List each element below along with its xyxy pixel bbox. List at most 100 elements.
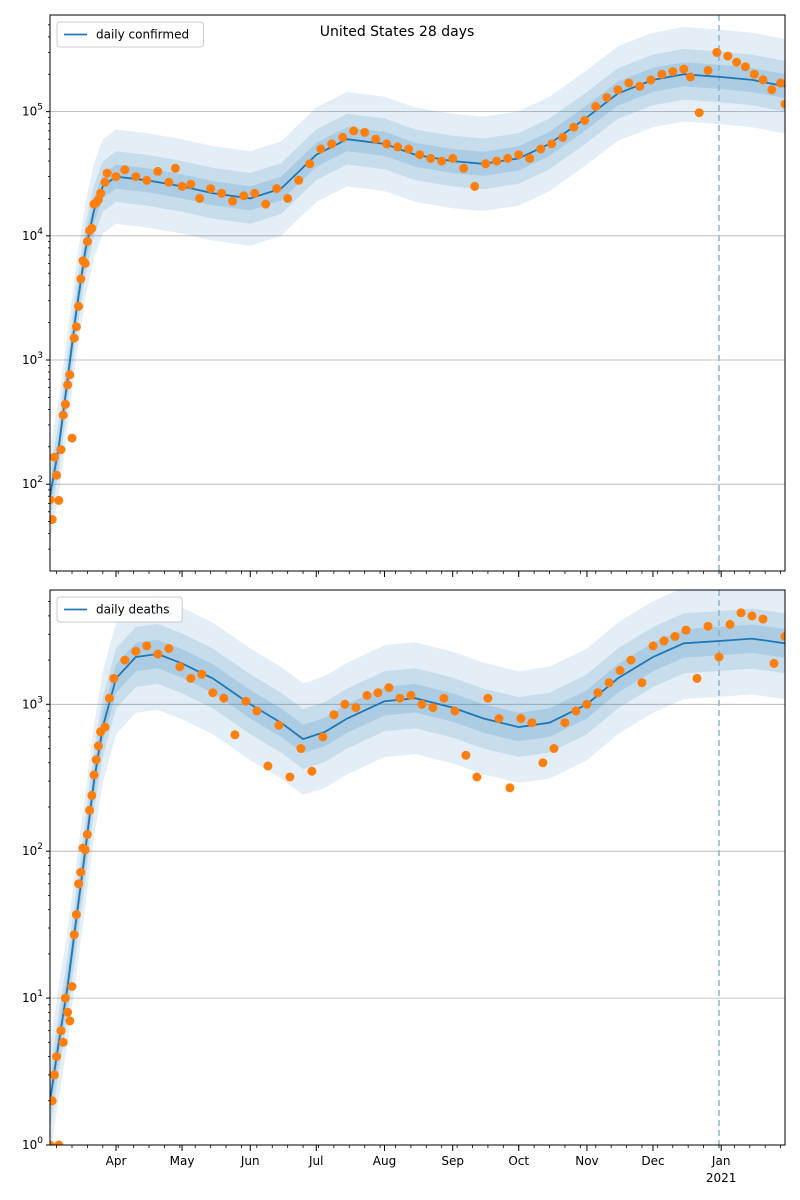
data-point xyxy=(87,790,97,800)
legend-box xyxy=(56,596,183,623)
data-point xyxy=(382,139,392,149)
data-point xyxy=(63,380,73,390)
data-point xyxy=(692,673,702,683)
data-point xyxy=(80,845,90,855)
data-point xyxy=(239,191,249,201)
data-point xyxy=(373,688,383,698)
data-point xyxy=(327,139,337,149)
data-point xyxy=(395,693,405,703)
data-point xyxy=(459,163,469,173)
legend-label: daily deaths xyxy=(96,603,169,617)
data-point xyxy=(659,636,669,646)
y-tick-label: 103 xyxy=(22,695,43,711)
data-point xyxy=(415,150,425,160)
data-point xyxy=(338,132,348,142)
y-tick-label: 102 xyxy=(22,842,43,858)
data-point xyxy=(50,1096,57,1106)
data-point xyxy=(351,703,361,713)
data-point xyxy=(109,673,119,683)
data-point xyxy=(648,641,658,651)
confidence-band-inner xyxy=(50,624,785,1115)
x-tick-label: Dec xyxy=(641,1154,664,1168)
data-point xyxy=(740,62,750,72)
data-point xyxy=(250,188,260,198)
data-point xyxy=(505,783,515,793)
data-point xyxy=(261,199,271,209)
data-point xyxy=(494,714,504,723)
x-tick-label: Jan xyxy=(711,1154,731,1168)
data-point xyxy=(316,144,326,154)
data-point xyxy=(685,72,695,82)
data-point xyxy=(186,673,196,683)
data-point xyxy=(197,669,207,679)
y-tick-label: 101 xyxy=(22,989,43,1005)
data-point xyxy=(461,750,471,760)
data-point xyxy=(694,108,704,118)
data-point xyxy=(102,168,112,178)
data-point xyxy=(175,662,185,672)
data-point xyxy=(470,181,480,191)
data-point xyxy=(60,399,70,409)
data-point xyxy=(153,649,163,659)
data-point xyxy=(428,703,438,713)
data-point xyxy=(437,156,447,166)
data-point xyxy=(131,172,141,182)
data-point xyxy=(50,1140,55,1145)
data-point xyxy=(58,410,68,420)
data-point xyxy=(54,1140,64,1145)
data-point xyxy=(749,69,759,79)
data-point xyxy=(569,122,579,132)
data-point xyxy=(283,193,293,203)
data-point xyxy=(360,127,370,137)
data-point xyxy=(547,139,557,149)
data-point xyxy=(712,47,722,57)
data-point xyxy=(111,172,121,182)
data-point xyxy=(448,153,458,163)
x-tick-label: Sep xyxy=(441,1154,464,1168)
data-point xyxy=(624,78,634,88)
data-point xyxy=(615,666,625,675)
confidence-band-middle xyxy=(50,48,785,522)
data-point xyxy=(294,175,304,185)
data-point xyxy=(503,153,513,163)
data-point xyxy=(50,515,57,524)
data-point xyxy=(536,144,546,154)
legend-box xyxy=(56,21,204,48)
data-point xyxy=(285,772,295,782)
data-point xyxy=(89,770,99,780)
x-tick-sublabel: 2021 xyxy=(706,1171,737,1185)
y-tick-label: 103 xyxy=(22,351,43,367)
data-point xyxy=(307,766,317,776)
data-point xyxy=(65,370,75,380)
data-point xyxy=(329,710,339,720)
data-point xyxy=(82,830,92,839)
x-tick-label: May xyxy=(170,1154,195,1168)
top-panel-confirmed: 102 103 104 105 daily confirmed xyxy=(22,14,786,577)
data-point xyxy=(67,433,77,443)
data-point xyxy=(142,641,152,651)
data-point xyxy=(305,159,315,169)
data-point xyxy=(217,188,227,198)
data-point xyxy=(340,699,350,709)
data-point xyxy=(241,696,251,706)
data-point xyxy=(714,652,724,662)
data-point xyxy=(208,688,218,698)
data-point xyxy=(80,258,90,268)
data-point xyxy=(613,85,623,95)
data-point xyxy=(657,69,667,79)
data-point xyxy=(96,188,106,198)
data-point xyxy=(272,184,282,194)
data-point xyxy=(483,693,493,703)
data-point xyxy=(769,658,779,668)
data-point xyxy=(120,655,130,665)
data-point xyxy=(580,115,590,125)
data-point xyxy=(263,761,273,771)
data-point xyxy=(549,744,559,753)
data-point xyxy=(703,65,713,75)
data-point xyxy=(582,699,592,709)
data-point xyxy=(71,322,81,332)
data-point xyxy=(670,631,680,641)
data-point xyxy=(74,879,84,889)
data-point xyxy=(514,150,524,160)
